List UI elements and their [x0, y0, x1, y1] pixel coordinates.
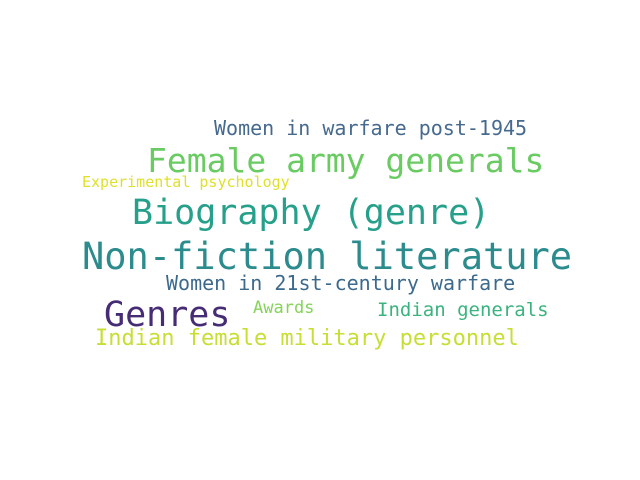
word-awards: Awards — [253, 298, 315, 318]
word-experimental-psychology: Experimental psychology — [82, 173, 290, 191]
word-biography-genre: Biography (genre) — [132, 193, 491, 233]
word-indian-generals: Indian generals — [377, 299, 549, 321]
word-indian-female-military-personnel: Indian female military personnel — [95, 326, 519, 351]
word-women-in-warfare-post-1945: Women in warfare post-1945 — [214, 116, 528, 140]
word-non-fiction-literature: Non-fiction literature — [82, 235, 573, 278]
word-women-in-21st-century-warfare: Women in 21st-century warfare — [166, 271, 516, 295]
word-female-army-generals: Female army generals — [147, 141, 545, 180]
word-genres: Genres — [104, 295, 231, 335]
